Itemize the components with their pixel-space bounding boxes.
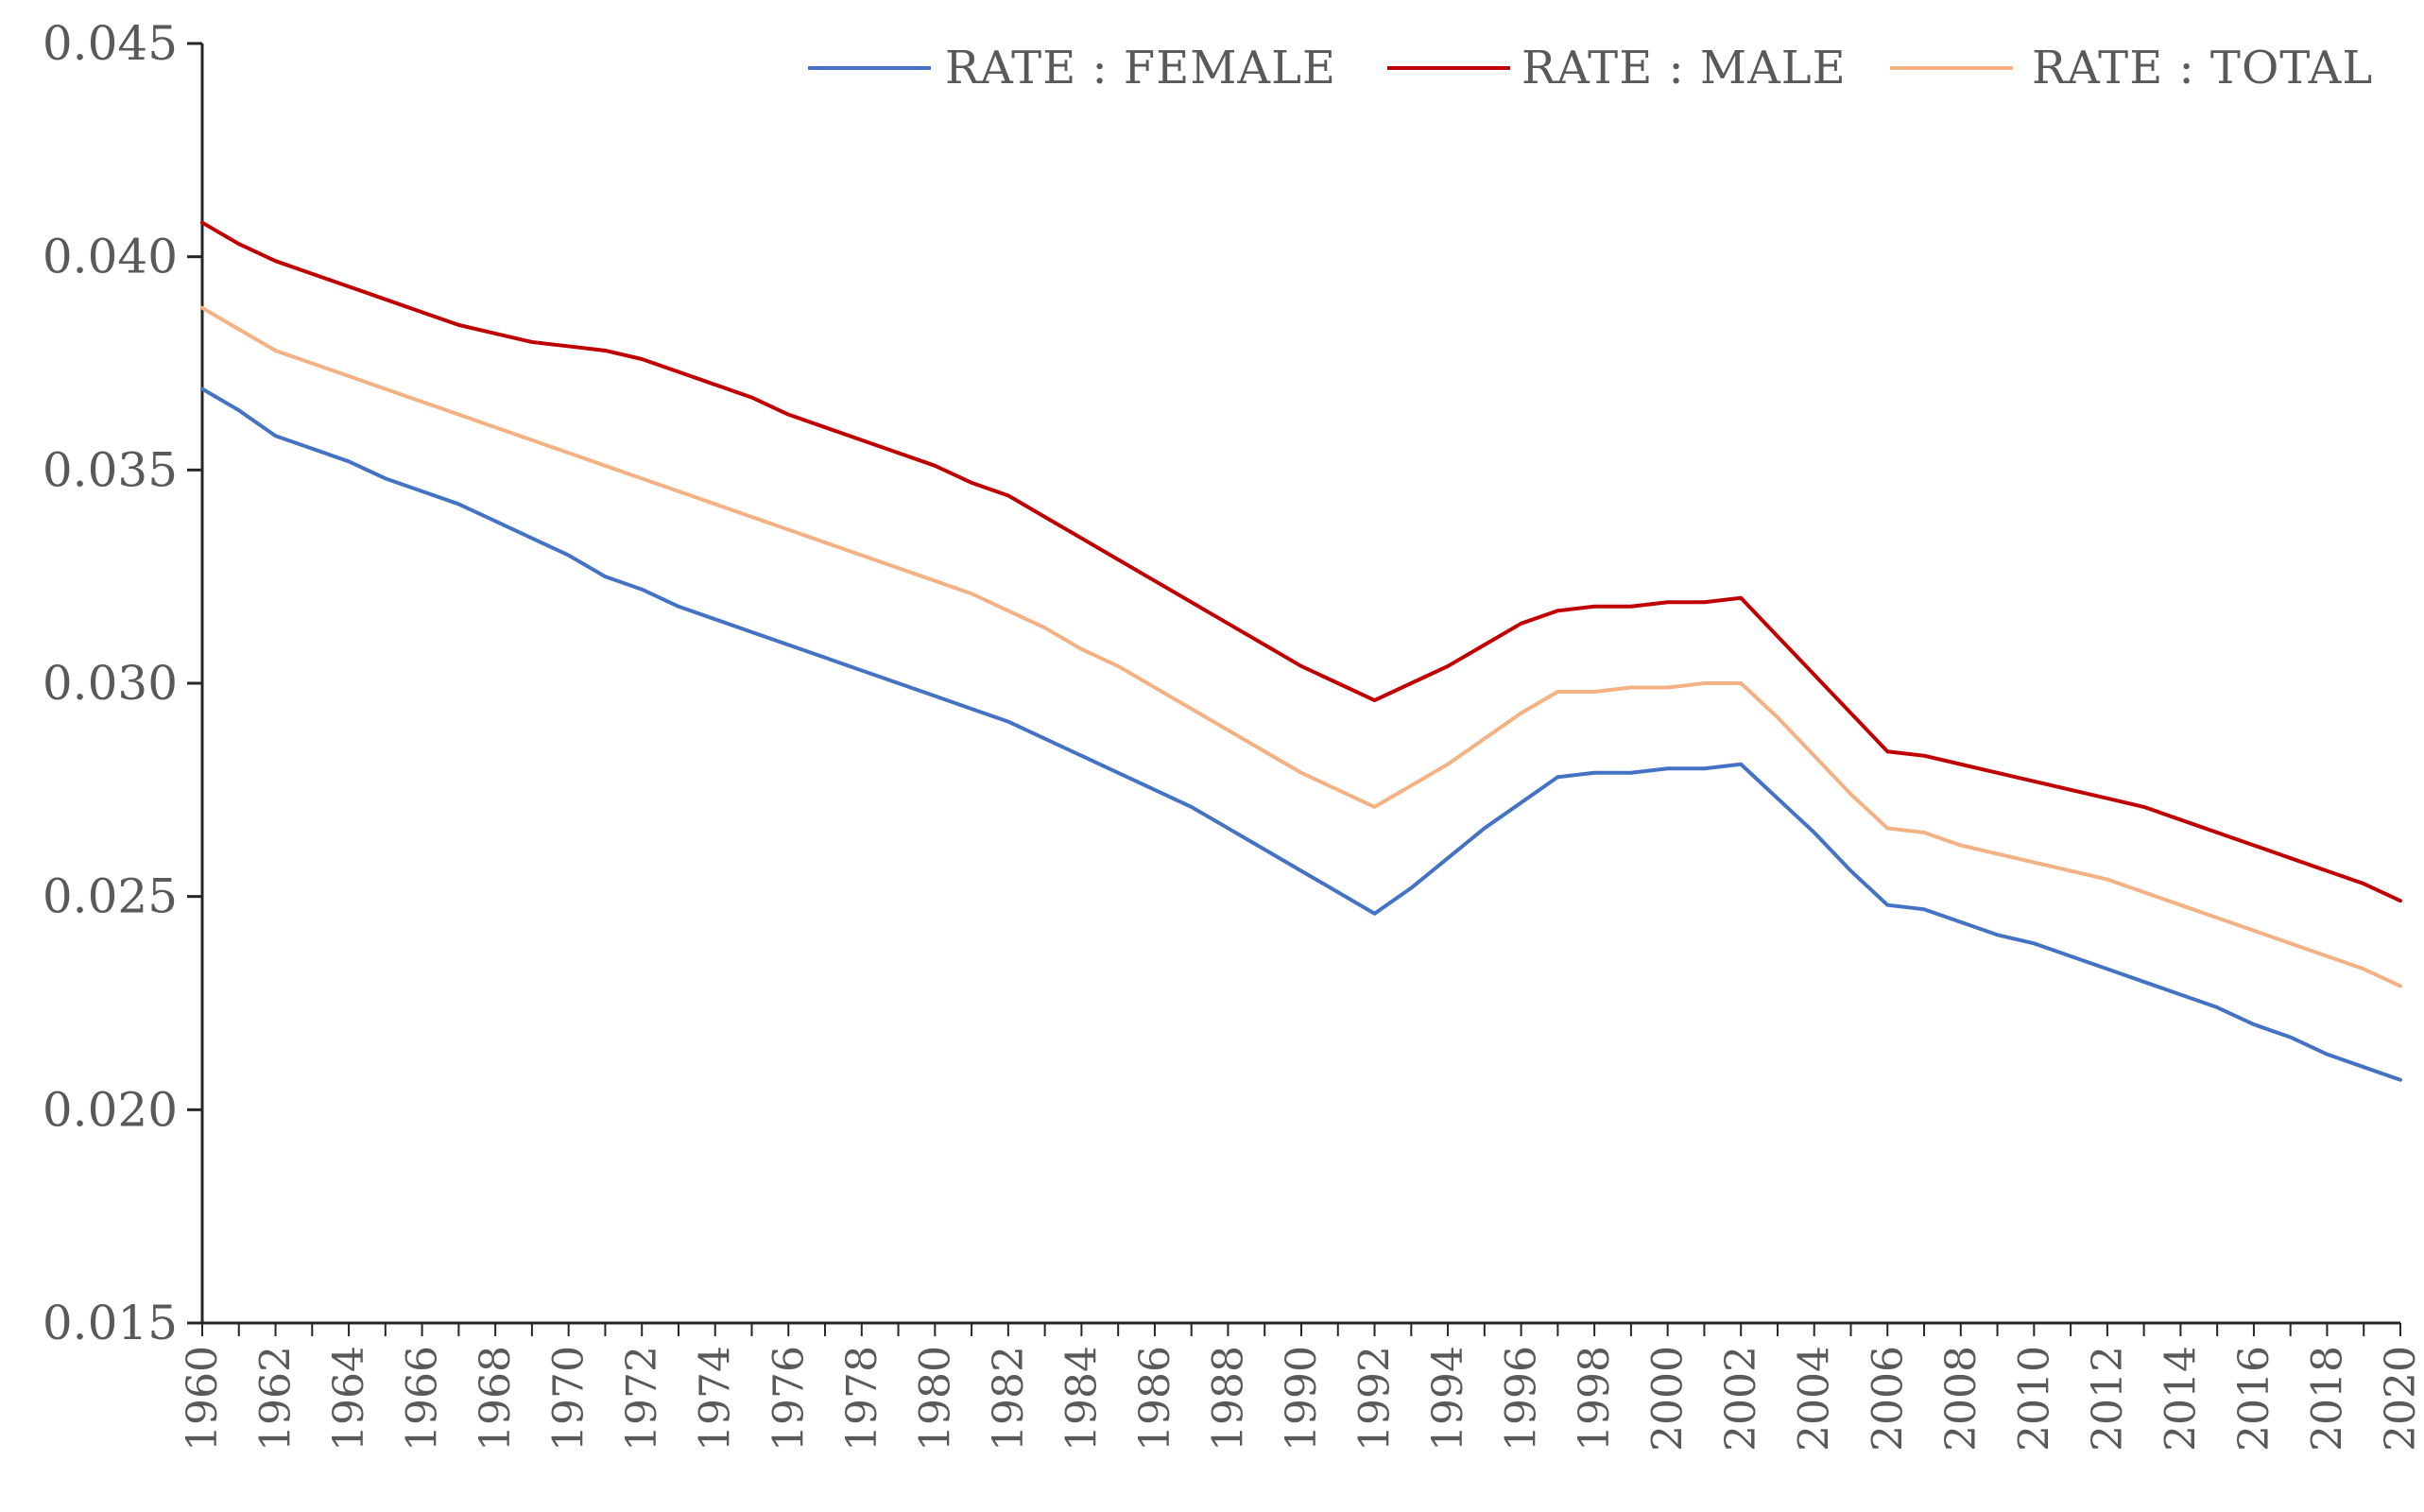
x-tick-label: 2010	[2010, 1346, 2058, 1452]
x-tick-label: 2020	[2377, 1346, 2424, 1452]
x-tick-label: 1970	[545, 1346, 593, 1452]
x-tick-label: 1964	[325, 1346, 373, 1452]
y-tick-label: 0.030	[43, 656, 178, 711]
x-tick-label: 1994	[1424, 1346, 1472, 1452]
x-tick-label: 1988	[1204, 1346, 1252, 1452]
series-line-rate-male	[200, 220, 2402, 903]
x-tick-label: 2006	[1864, 1346, 1912, 1452]
x-tick-label: 2012	[2084, 1346, 2132, 1452]
x-tick-label: 1984	[1057, 1346, 1106, 1452]
x-tick-label: 1962	[252, 1346, 301, 1452]
x-tick-label: 1976	[765, 1346, 813, 1452]
x-tick-label: 2000	[1644, 1346, 1693, 1452]
x-tick-label: 1980	[911, 1346, 959, 1452]
x-tick-label: 1982	[985, 1346, 1033, 1452]
x-tick-label: 2004	[1791, 1346, 1839, 1452]
x-tick-label: 2014	[2157, 1346, 2205, 1452]
y-tick-label: 0.020	[43, 1082, 178, 1137]
x-tick-label: 2018	[2303, 1346, 2351, 1452]
x-tick-label: 1992	[1351, 1346, 1400, 1452]
x-tick-label: 1972	[618, 1346, 666, 1452]
x-tick-label: 1986	[1131, 1346, 1179, 1452]
series-line-rate-total	[200, 305, 2402, 988]
x-tick-label: 1974	[692, 1346, 740, 1452]
x-axis: 1960 1962 1964 1966 1968 1970 1972 1974 1976 1978…	[179, 1321, 2424, 1452]
y-tick-label: 0.035	[43, 442, 178, 497]
y-tick-label: 0.040	[43, 230, 178, 284]
x-tick-label: 1966	[399, 1346, 447, 1452]
series-lines	[200, 220, 2402, 1082]
x-tick-label: 2016	[2230, 1346, 2278, 1452]
legend-label-rate-total: RATE : TOTAL	[2032, 42, 2373, 94]
x-tick-label: 2002	[1717, 1346, 1765, 1452]
y-axis: 0.015 0.020 0.025 0.030 0.035 0.040 0.045	[43, 16, 204, 1350]
y-tick-label: 0.025	[43, 869, 178, 924]
x-tick-label: 1978	[838, 1346, 886, 1452]
series-line-rate-female	[200, 387, 2402, 1082]
x-tick-label: 1998	[1571, 1346, 1619, 1452]
x-tick-label: 1990	[1278, 1346, 1326, 1452]
y-tick-label: 0.015	[43, 1296, 178, 1350]
x-tick-label: 1960	[179, 1346, 227, 1452]
legend: RATE : FEMALE RATE : MALE RATE : TOTAL	[808, 42, 2373, 94]
legend-label-rate-male: RATE : MALE	[1521, 42, 1847, 94]
legend-label-rate-female: RATE : FEMALE	[945, 42, 1336, 94]
x-tick-label: 2008	[1937, 1346, 1986, 1452]
y-tick-label: 0.045	[43, 16, 178, 71]
x-tick-label: 1968	[472, 1346, 520, 1452]
x-tick-label: 1996	[1498, 1346, 1546, 1452]
